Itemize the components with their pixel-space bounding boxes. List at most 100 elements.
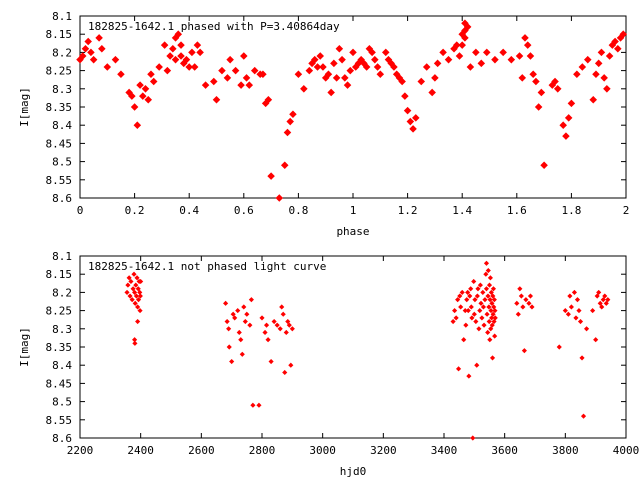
phased-data-point [390,63,398,71]
phased-data-point [483,48,491,57]
phased-data-point [87,48,95,57]
phased-data-point [305,66,314,75]
unphased-data-point [464,297,470,303]
phased-data-point [600,74,608,82]
unphased-data-point [523,297,529,303]
unphased-light-curve-panel: 182825-1642.1 not phased light curve hjd… [18,250,639,478]
unphased-data-point [289,326,295,332]
phased-data-point [166,52,174,60]
unphased-data-point [135,304,141,310]
phased-data-point [491,55,499,64]
unphased-data-point [521,348,527,354]
unphased-data-point [472,297,478,303]
phased-data-point [196,48,204,57]
unphased-data-point [127,293,133,299]
phased-data-point [139,92,147,100]
unphased-data-point [129,297,135,303]
phased-data-point [141,85,150,93]
unphased-data-point [242,318,248,325]
phased-data-point [311,55,319,64]
unphased-data-point [259,315,265,321]
unphased-data-point [263,322,270,328]
unphased-data-point [574,297,581,303]
phased-data-point [537,88,546,97]
unphased-data-point [490,286,497,292]
phased-data-point [163,66,172,75]
phased-data-point [461,34,469,42]
unphased-x-tick-label: 2800 [249,444,276,457]
phased-data-point [499,48,507,57]
phased-data-point [584,55,592,64]
unphased-data-point [463,322,469,328]
unphased-data-point [232,315,238,321]
unphased-x-tick-label: 3000 [309,444,336,457]
unphased-data-point [248,297,254,303]
phased-data-point [452,41,461,49]
unphased-data-point [236,329,242,336]
unphased-data-point [489,300,495,306]
phased-data-point [559,121,567,129]
phased-x-tick-label: 1.8 [561,204,581,217]
phased-data-point [406,117,415,126]
phased-data-point [444,55,453,64]
phased-data-point [226,55,234,64]
phased-data-point [551,77,559,86]
unphased-x-tick-label: 3200 [370,444,397,457]
unphased-data-point [239,351,245,357]
phased-y-tick-label: 8.2 [52,46,72,59]
phased-y-tick-label: 8.45 [46,137,73,150]
phased-data-point [294,70,303,79]
phased-data-point [218,66,226,75]
phased-y-tick-label: 8.6 [52,192,72,205]
phased-data-point [605,52,614,60]
phased-data-point [562,132,570,140]
unphased-data-point [487,297,493,303]
unphased-data-point [279,304,285,310]
unphased-data-point [594,293,600,299]
phased-data-point [250,66,259,75]
unphased-data-point [481,322,487,328]
unphased-data-point [473,318,479,325]
unphased-y-tick-label: 8.45 [46,377,73,390]
unphased-data-point [489,322,495,328]
unphased-data-point [450,318,456,325]
unphased-data-point [526,300,532,306]
phased-x-tick-label: 0 [77,204,84,217]
phased-data-point [78,52,87,60]
phased-data-point [280,161,289,170]
unphased-x-axis-label: hjd0 [340,465,367,478]
phased-chart-title: 182825-1642.1 phased with P=3.40864day [88,20,340,33]
unphased-data-point [134,275,140,281]
unphased-data-point [600,297,606,303]
phased-data-point [177,52,185,60]
phased-data-point [95,34,103,42]
unphased-y-tick-label: 8.2 [52,286,72,299]
unphased-x-tick-label: 4000 [613,444,640,457]
phased-data-point [477,59,486,68]
phased-data-point [564,114,573,122]
unphased-data-point [250,402,256,408]
unphased-x-tick-label: 2200 [67,444,94,457]
phased-data-point [472,48,480,57]
unphased-data-point [577,318,584,325]
unphased-y-tick-label: 8.3 [52,323,72,336]
unphased-data-point [128,278,134,285]
phased-data-point [343,81,352,89]
unphased-y-tick-label: 8.6 [52,432,72,445]
unphased-data-point [223,300,229,306]
unphased-data-point [471,311,477,317]
unphased-data-point [274,322,280,328]
phased-data-point [540,161,548,170]
phased-data-point [177,41,185,49]
phased-y-tick-label: 8.4 [52,119,72,132]
phased-data-point [136,81,144,89]
unphased-data-point [262,329,268,336]
unphased-y-tick-label: 8.4 [52,359,72,372]
phased-y-tick-label: 8.35 [46,101,73,114]
phased-data-point [458,41,466,49]
phased-data-point [231,66,240,75]
unphased-data-point [571,289,577,295]
phased-data-point [507,55,516,64]
unphased-data-point [461,337,467,343]
phased-plot-frame [79,15,627,199]
